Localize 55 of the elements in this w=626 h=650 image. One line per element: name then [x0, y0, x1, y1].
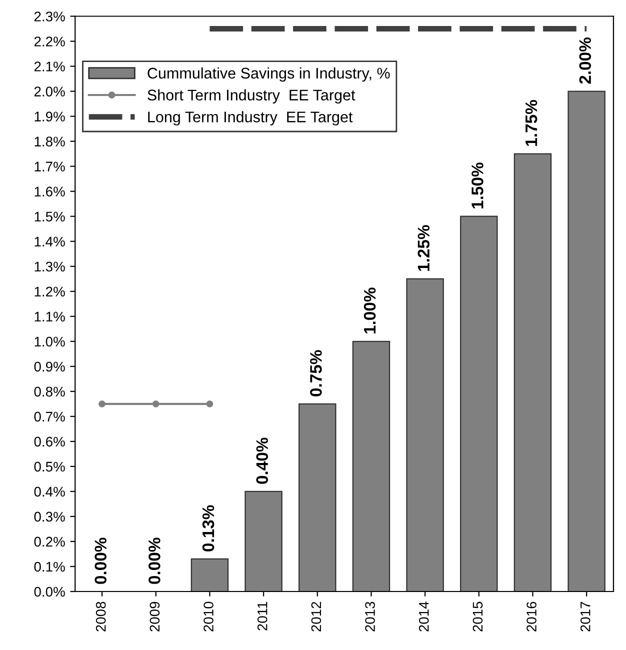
bar	[568, 90, 606, 592]
y-tick-label: 0.0%	[34, 586, 65, 597]
y-tick-label: 1.2%	[34, 286, 65, 296]
y-tick-label: 1.1%	[34, 312, 65, 322]
y-tick-label: 1.5%	[34, 212, 65, 222]
x-tick-label: 2013	[365, 602, 375, 632]
y-tick-label: 0.4%	[34, 486, 65, 497]
y-tick-label: 0.1%	[34, 562, 65, 572]
legend-label: Short Term Industry EE Target	[148, 89, 356, 104]
y-tick-label: 0.7%	[34, 412, 65, 422]
data-label: 1.50%	[472, 162, 484, 208]
data-label: 0.00%	[148, 538, 160, 584]
y-tick-label: 1.8%	[34, 136, 65, 146]
y-tick-label: 1.6%	[34, 186, 65, 196]
data-label: 0.75%	[310, 350, 322, 396]
bar	[298, 403, 336, 592]
y-tick-label: 0.2%	[34, 536, 65, 547]
y-tick-label: 0.8%	[34, 386, 65, 397]
data-label: 1.00%	[364, 288, 376, 334]
bar	[244, 490, 282, 592]
legend-label: Cummulative Savings in Industry, %	[148, 67, 390, 82]
data-label: 1.75%	[525, 100, 538, 146]
y-tick-label: 0.9%	[34, 362, 65, 372]
x-tick-label: 2016	[526, 602, 536, 632]
y-tick-label: 2.1%	[34, 62, 65, 72]
legend-label: Long Term Industry EE Target	[148, 111, 353, 126]
data-label: 2.00%	[579, 38, 592, 84]
y-tick-label: 0.3%	[34, 512, 65, 522]
bar	[190, 558, 229, 592]
y-tick-label: 1.3%	[34, 262, 65, 272]
y-tick-label: 2.3%	[34, 12, 65, 22]
y-tick-label: 2.2%	[34, 36, 65, 46]
x-tick-label: 2015	[472, 602, 483, 632]
y-tick-label: 1.0%	[34, 336, 65, 347]
bar	[406, 278, 444, 592]
data-label: 0.40%	[256, 438, 268, 484]
x-tick-label: 2010	[204, 602, 214, 632]
y-tick-label: 1.7%	[34, 162, 65, 172]
data-label: 0.00%	[94, 538, 107, 584]
y-tick-label: 0.6%	[34, 436, 65, 447]
data-label: 1.25%	[418, 225, 430, 271]
y-tick-label: 1.4%	[34, 236, 65, 246]
y-tick-label: 1.9%	[34, 112, 65, 122]
x-tick-label: 2017	[580, 602, 590, 632]
bar	[352, 340, 390, 592]
bar	[514, 153, 552, 592]
x-tick-label: 2012	[311, 602, 322, 632]
x-tick-label: 2011	[257, 602, 268, 630]
x-tick-label: 2014	[418, 602, 429, 632]
bar	[460, 216, 498, 592]
y-tick-label: 2.0%	[34, 86, 65, 96]
x-tick-label: 2009	[150, 602, 160, 632]
y-tick-label: 0.5%	[34, 462, 65, 472]
data-label: 0.13%	[202, 505, 214, 552]
x-tick-label: 2008	[96, 602, 106, 632]
